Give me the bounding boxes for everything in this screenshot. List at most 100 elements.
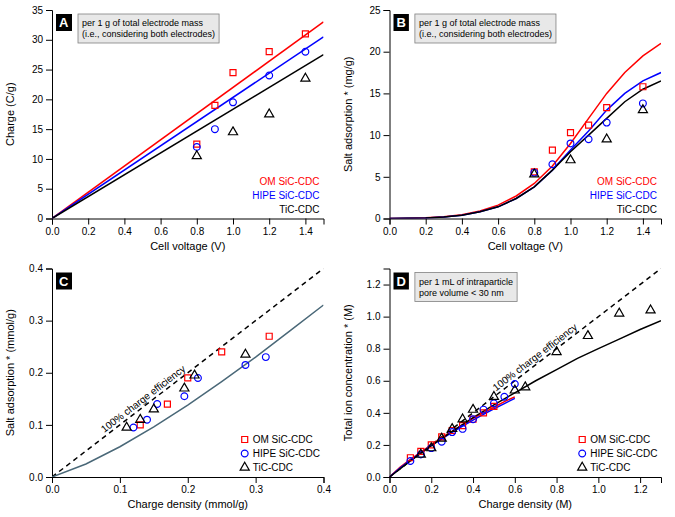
plot-area	[390, 269, 662, 478]
point	[585, 136, 592, 143]
x-axis-line	[53, 478, 325, 484]
point	[566, 155, 575, 163]
legend-label: TiC-CDC	[590, 462, 630, 473]
y-tick-mark	[384, 381, 390, 382]
annotation-line: pore volume < 30 nm	[419, 288, 504, 298]
y-tick-label: 0.0	[367, 472, 381, 483]
y-axis-label: Salt adsorption * (mg/g)	[342, 56, 354, 172]
x-tick-label: 0.0	[383, 226, 397, 237]
point	[302, 31, 308, 37]
x-tick-mark	[498, 219, 499, 225]
x-axis-line	[390, 219, 662, 225]
x-tick: 0.0	[383, 477, 397, 495]
legend-item: HIPE SiC-CDC	[241, 448, 320, 459]
y-tick: 15	[369, 88, 389, 99]
point	[136, 414, 145, 422]
y-tick-mark	[384, 135, 390, 136]
panel-texts: 100% charge efficiencyOM SiC-CDCHIPE SiC…	[394, 273, 658, 474]
y-tick: 0.4	[29, 263, 52, 274]
x-tick-mark	[515, 477, 516, 483]
y-tick: 1.2	[367, 279, 390, 290]
point	[230, 70, 236, 76]
y-tick: 0.8	[367, 343, 390, 354]
x-axis-line	[390, 478, 662, 484]
point	[219, 349, 225, 355]
x-tick: 1.4	[299, 219, 313, 237]
annotation: per 1 mL of intraparticlepore volume < 3…	[415, 273, 517, 302]
y-tick-mark	[46, 159, 52, 160]
point	[407, 458, 414, 465]
y-tick-label: 5	[37, 183, 43, 194]
legend-label: OM SiC-CDC	[253, 434, 313, 445]
point	[301, 73, 310, 81]
x-tick-label: 0.1	[113, 484, 127, 495]
title-box	[56, 273, 72, 290]
title: B	[397, 15, 406, 30]
y-tick: 5	[375, 172, 390, 183]
x-tick: 1.2	[263, 219, 277, 237]
y-tick-mark	[384, 413, 390, 414]
y-axis-line	[384, 11, 391, 220]
point	[615, 308, 624, 316]
point	[470, 416, 477, 423]
point	[567, 140, 574, 147]
y-tick-mark	[384, 10, 390, 11]
series-label: TiC-CDC	[617, 204, 657, 215]
x-tick-mark	[473, 477, 474, 483]
y-tick-label: 25	[32, 64, 44, 75]
x-tick: 1.2	[634, 477, 648, 495]
x-tick-label: 0.4	[467, 484, 481, 495]
y-tick: 30	[32, 34, 52, 45]
point	[646, 305, 655, 313]
point	[468, 404, 477, 412]
point	[549, 147, 555, 153]
y-tick: 0.2	[367, 440, 390, 451]
point	[568, 130, 574, 136]
y-axis-line	[46, 269, 53, 478]
y-tick-label: 0.3	[29, 315, 43, 326]
point	[230, 99, 237, 106]
x-tick: 0.6	[508, 477, 522, 495]
y-axis-line	[46, 11, 53, 220]
y-tick: 0	[375, 213, 390, 224]
x-tick-label: 0.2	[181, 484, 195, 495]
point	[228, 127, 237, 135]
annotation-line: (i.e., considering both electrodes)	[419, 29, 552, 39]
x-tick-label: 0.4	[317, 484, 331, 495]
scatter-series	[531, 100, 646, 176]
fit-line	[390, 321, 662, 477]
y-tick-mark	[384, 285, 390, 286]
x-tick: 0.0	[46, 219, 60, 237]
reference-line	[52, 269, 324, 478]
plot-area	[52, 269, 324, 478]
annotation-line: per 1 mL of intraparticle	[419, 277, 513, 287]
panel-texts: 100% charge efficiencyOM SiC-CDCHIPE SiC…	[56, 273, 320, 474]
y-tick-label: 0	[37, 213, 43, 224]
point	[448, 424, 457, 432]
x-tick-label: 0.0	[383, 484, 397, 495]
x-tick: 0.8	[550, 477, 564, 495]
x-tick-mark	[607, 219, 608, 225]
annotation-text: per 1 mL of intraparticlepore volume < 3…	[419, 277, 513, 298]
annotation-line: per 1 g of total electrode mass	[82, 18, 204, 28]
y-tick: 15	[32, 124, 52, 135]
point	[458, 414, 467, 422]
x-axis: 0.00.10.20.30.4	[46, 477, 332, 495]
x-tick-mark	[557, 477, 558, 483]
annotation-text: per 1 g of total electrode mass(i.e., co…	[82, 18, 215, 39]
y-tick-label: 0.4	[367, 408, 381, 419]
x-tick-label: 1.0	[564, 226, 578, 237]
y-tick: 0.3	[29, 315, 52, 326]
y-tick-label: 1.2	[367, 279, 381, 290]
y-tick-label: 30	[32, 34, 44, 45]
x-axis-label: Cell voltage (V)	[150, 240, 225, 252]
x-tick-mark	[462, 219, 463, 225]
x-tick: 1.2	[600, 219, 614, 237]
y-tick: 0.1	[29, 420, 52, 431]
x-tick: 0.1	[113, 477, 127, 495]
title-box	[394, 273, 409, 290]
point	[604, 105, 610, 111]
panel: 0.00.10.20.30.40.00.10.20.30.4Charge den…	[4, 263, 331, 510]
annotation-box	[415, 273, 517, 302]
point	[427, 443, 436, 451]
